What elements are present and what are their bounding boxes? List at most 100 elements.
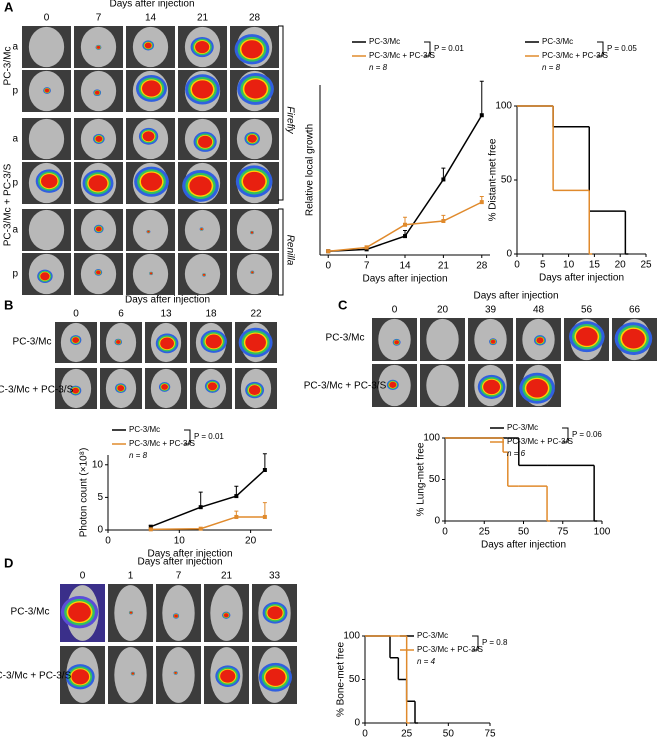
signal — [131, 672, 135, 675]
marker — [479, 200, 484, 205]
signal — [40, 272, 50, 281]
signal — [191, 80, 214, 99]
day-label: 39 — [485, 305, 497, 316]
legend-label: PC-3/Mc + PC-3/S — [417, 645, 483, 654]
x-tick-label: 100 — [594, 527, 611, 538]
mouse — [28, 118, 65, 160]
signal — [96, 45, 101, 49]
error-bar — [479, 80, 484, 116]
day-label: 28 — [249, 13, 261, 24]
header: Days after injection — [473, 291, 558, 302]
signal — [202, 273, 206, 276]
x-tick-label: 20 — [245, 536, 257, 547]
x-tick-label: 0 — [362, 729, 368, 740]
annotation: P = 0.05 — [607, 44, 637, 53]
legend-label: PC-3/Mc — [542, 37, 573, 46]
y-axis-label: % Distant-met free — [488, 138, 499, 221]
signal — [142, 80, 161, 97]
legend-label: PC-3/Mc + PC-3/S — [369, 51, 435, 60]
x-tick-label: 28 — [476, 261, 488, 272]
day-label: 0 — [44, 13, 50, 24]
mouse — [236, 209, 273, 251]
signal — [223, 613, 229, 618]
day-label: 33 — [269, 571, 281, 582]
y-tick-label: 100 — [343, 631, 360, 642]
day-label: 20 — [437, 305, 449, 316]
y-tick-label: 5 — [97, 492, 103, 503]
day-label: 0 — [392, 305, 398, 316]
signal — [207, 382, 218, 391]
marker — [198, 505, 203, 510]
legend-label: PC-3/Mc + PC-3/S — [507, 437, 573, 446]
x-tick-label: 25 — [640, 260, 652, 271]
signal — [115, 340, 121, 344]
legend-bracket — [184, 429, 191, 445]
signal — [174, 614, 178, 618]
day-label: 0 — [80, 571, 86, 582]
x-tick-label: 0 — [442, 527, 448, 538]
side-label: Firefly — [284, 106, 295, 134]
signal — [140, 172, 163, 191]
mouse — [426, 364, 459, 407]
x-tick-label: 0 — [514, 260, 520, 271]
marker — [403, 222, 407, 227]
row-label: p — [12, 86, 18, 97]
x-tick-label: 75 — [557, 527, 569, 538]
day-label: 13 — [160, 309, 172, 320]
legend-bracket — [424, 41, 431, 57]
row-label: a — [12, 42, 18, 53]
signal — [41, 174, 58, 189]
y-tick-label: 50 — [501, 175, 513, 186]
annotation: n = 4 — [417, 657, 436, 666]
marker — [403, 234, 407, 239]
x-tick-label: 25 — [401, 729, 413, 740]
signal — [394, 340, 400, 345]
signal — [251, 271, 254, 274]
panel-letter: C — [338, 297, 348, 312]
day-label: 0 — [73, 309, 79, 320]
signal — [250, 231, 254, 234]
signal — [245, 333, 266, 352]
mouse — [114, 647, 147, 703]
panel-letter: B — [4, 297, 13, 312]
day-label: 6 — [118, 309, 124, 320]
mouse — [236, 253, 273, 295]
signal — [44, 88, 50, 93]
x-tick-label: 15 — [589, 260, 601, 271]
day-label: 7 — [176, 571, 182, 582]
signal — [195, 40, 210, 54]
series-line — [150, 516, 265, 531]
day-label: 48 — [533, 305, 545, 316]
signal — [189, 176, 212, 196]
annotation: P = 0.06 — [572, 430, 602, 439]
y-tick-label: 0 — [354, 718, 360, 729]
y-tick-label: 0 — [434, 516, 440, 527]
group-label: PC-3/Mc — [3, 47, 14, 86]
header: Days after injection — [109, 0, 194, 10]
row-label: p — [12, 178, 18, 189]
signal — [95, 135, 103, 142]
signal — [575, 327, 598, 346]
annotation: P = 0.8 — [482, 638, 508, 647]
row-label: p — [12, 269, 18, 280]
day-label: 7 — [96, 13, 102, 24]
signal — [71, 669, 90, 685]
marker — [262, 468, 267, 472]
marker — [234, 494, 239, 499]
signal — [129, 611, 133, 614]
mouse — [162, 647, 195, 703]
error-bar — [262, 502, 267, 517]
legend-bracket — [472, 635, 479, 651]
y-tick-label: 100 — [423, 433, 440, 444]
marker — [262, 514, 267, 519]
signal — [147, 230, 150, 233]
x-tick-label: 20 — [615, 260, 627, 271]
y-axis-label: % Bone-met free — [336, 642, 347, 717]
row-label: a — [12, 225, 18, 236]
x-axis-label: Days after injection — [147, 549, 232, 560]
x-tick-label: 10 — [174, 536, 186, 547]
x-tick-label: 10 — [563, 260, 575, 271]
day-label: 21 — [221, 571, 233, 582]
signal — [241, 40, 263, 59]
signal — [200, 228, 203, 231]
